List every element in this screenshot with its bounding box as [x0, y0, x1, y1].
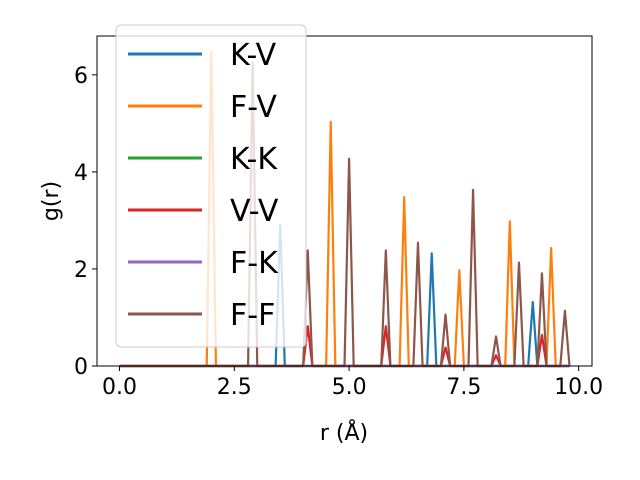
- y-axis-label: g(r): [39, 181, 64, 221]
- plot-frame: [96, 35, 593, 367]
- legend: K-V F-V K-K V-V F-K F-F: [115, 24, 307, 348]
- x-axis-label: r (Å): [320, 419, 368, 446]
- y-tick-label: 0: [74, 355, 88, 380]
- y-tick-label: 2: [74, 258, 88, 283]
- y-tick-label: 6: [74, 64, 88, 89]
- legend-label-f-f: F-F: [230, 298, 275, 333]
- legend-label-v-v: V-V: [230, 194, 279, 229]
- legend-label-k-v: K-V: [230, 38, 277, 73]
- x-tick-label: 0.0: [102, 375, 137, 400]
- legend-label-f-k: F-K: [230, 246, 279, 281]
- x-tick-label: 5.0: [332, 375, 367, 400]
- legend-label-k-k: K-K: [230, 142, 278, 177]
- x-axis: 0.0 2.5 5.0 7.5 10.0: [102, 366, 603, 400]
- x-tick-label: 10.0: [554, 375, 603, 400]
- x-tick-label: 7.5: [446, 375, 481, 400]
- x-tick-label: 2.5: [217, 375, 252, 400]
- legend-label-f-v: F-V: [230, 90, 277, 125]
- y-tick-label: 4: [74, 161, 88, 186]
- y-axis: 0 2 4 6: [74, 64, 97, 380]
- legend-box: [115, 24, 307, 348]
